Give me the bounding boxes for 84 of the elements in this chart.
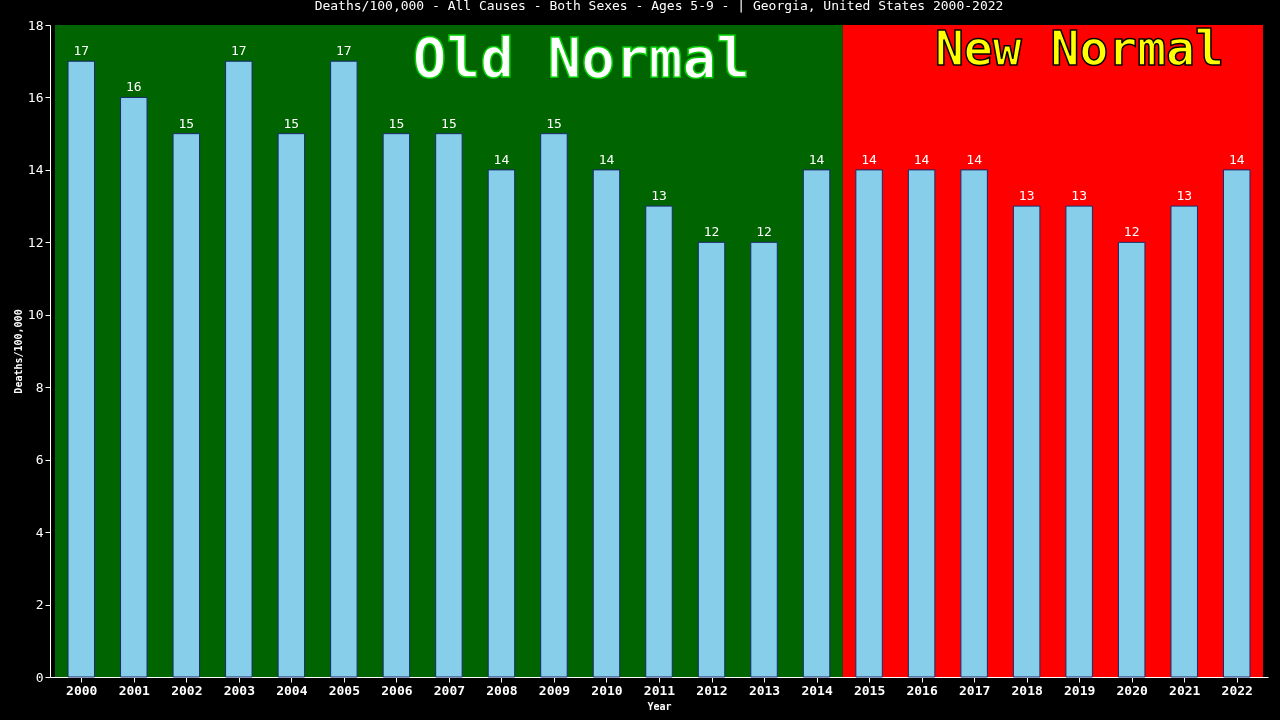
x-tick-label: 2004 (276, 682, 308, 698)
data-label: 12 (756, 224, 772, 240)
y-tick-label: 0 (35, 669, 44, 685)
y-tick-label: 4 (35, 524, 44, 540)
data-label: 17 (231, 43, 247, 59)
bar (540, 133, 568, 678)
x-tick-label: 2011 (643, 682, 676, 698)
x-tick-label: 2016 (906, 682, 938, 698)
bar (1170, 205, 1198, 678)
bar (1065, 205, 1093, 678)
data-label: 14 (861, 151, 878, 167)
x-tick-label: 2010 (591, 682, 623, 698)
data-label: 14 (913, 151, 930, 167)
x-tick-label: 2005 (328, 682, 361, 698)
data-label: 15 (283, 115, 300, 131)
bar (172, 133, 201, 678)
bar (750, 241, 778, 678)
y-tick-label: 16 (27, 89, 44, 105)
bar (277, 133, 306, 678)
bar (1012, 205, 1041, 678)
data-label: 13 (1176, 188, 1193, 204)
data-label: 13 (1018, 188, 1035, 204)
y-tick-label: 6 (35, 452, 44, 468)
y-tick-label: 2 (35, 597, 44, 613)
x-tick-label: 2022 (1221, 682, 1253, 698)
y-tick-label: 10 (27, 307, 44, 323)
x-tick-label: 2013 (748, 682, 781, 698)
data-label: 17 (336, 43, 352, 59)
bar (855, 169, 883, 678)
x-tick-label: 2002 (171, 682, 203, 698)
y-tick-label: 8 (35, 379, 44, 395)
data-label: 15 (546, 115, 562, 131)
bar (435, 133, 463, 678)
x-tick-label: 2009 (538, 682, 571, 698)
x-tick-label: 2018 (1011, 682, 1043, 698)
data-label: 16 (125, 79, 142, 95)
bar (382, 133, 411, 678)
bar (592, 169, 621, 678)
x-axis-title: Year (647, 700, 672, 712)
bar (645, 205, 673, 678)
x-tick-label: 2006 (381, 682, 413, 698)
data-label: 14 (493, 151, 510, 167)
y-tick-label: 18 (27, 17, 44, 33)
data-label: 15 (441, 115, 457, 131)
bar (960, 169, 988, 678)
bar (487, 169, 516, 678)
bar (1223, 169, 1251, 678)
data-label: 13 (651, 188, 667, 204)
band-label: Old Normal (412, 25, 750, 90)
x-tick-label: 2000 (66, 682, 98, 698)
data-label: 12 (703, 224, 720, 240)
x-tick-label: 2007 (433, 682, 466, 698)
data-label: 15 (388, 115, 405, 131)
y-axis-title: Deaths/100,000 (12, 309, 24, 394)
x-tick-label: 2008 (486, 682, 518, 698)
data-label: 14 (808, 151, 825, 167)
bar (697, 241, 726, 678)
chart-title: Deaths/100,000 - All Causes - Both Sexes - Ages 5-9 - | Georgia, United States 2000-2022 (314, 0, 1004, 13)
x-tick-label: 2012 (696, 682, 728, 698)
x-tick-label: 2015 (853, 682, 886, 698)
bar (225, 60, 253, 678)
x-tick-label: 2019 (1064, 682, 1096, 698)
data-label: 12 (1123, 224, 1140, 240)
y-tick-label: 14 (27, 162, 44, 178)
bar (67, 60, 95, 678)
data-label: 14 (598, 151, 615, 167)
data-label: 17 (73, 43, 90, 59)
data-label: 15 (178, 115, 195, 131)
x-tick-label: 2014 (801, 682, 833, 698)
x-tick-label: 2020 (1116, 682, 1149, 698)
bar (1117, 241, 1146, 678)
x-tick-label: 2001 (118, 682, 151, 698)
band-label: New Normal (934, 20, 1224, 76)
data-label: 14 (1228, 151, 1245, 167)
bar (907, 169, 936, 678)
x-tick-label: 2017 (958, 682, 991, 698)
y-tick-label: 12 (27, 234, 44, 250)
bar (120, 96, 148, 678)
data-label: 14 (966, 151, 983, 167)
x-tick-label: 2003 (223, 682, 255, 698)
bar (802, 169, 831, 678)
x-tick-label: 2021 (1169, 682, 1201, 698)
data-label: 13 (1071, 188, 1087, 204)
bar (330, 60, 358, 678)
